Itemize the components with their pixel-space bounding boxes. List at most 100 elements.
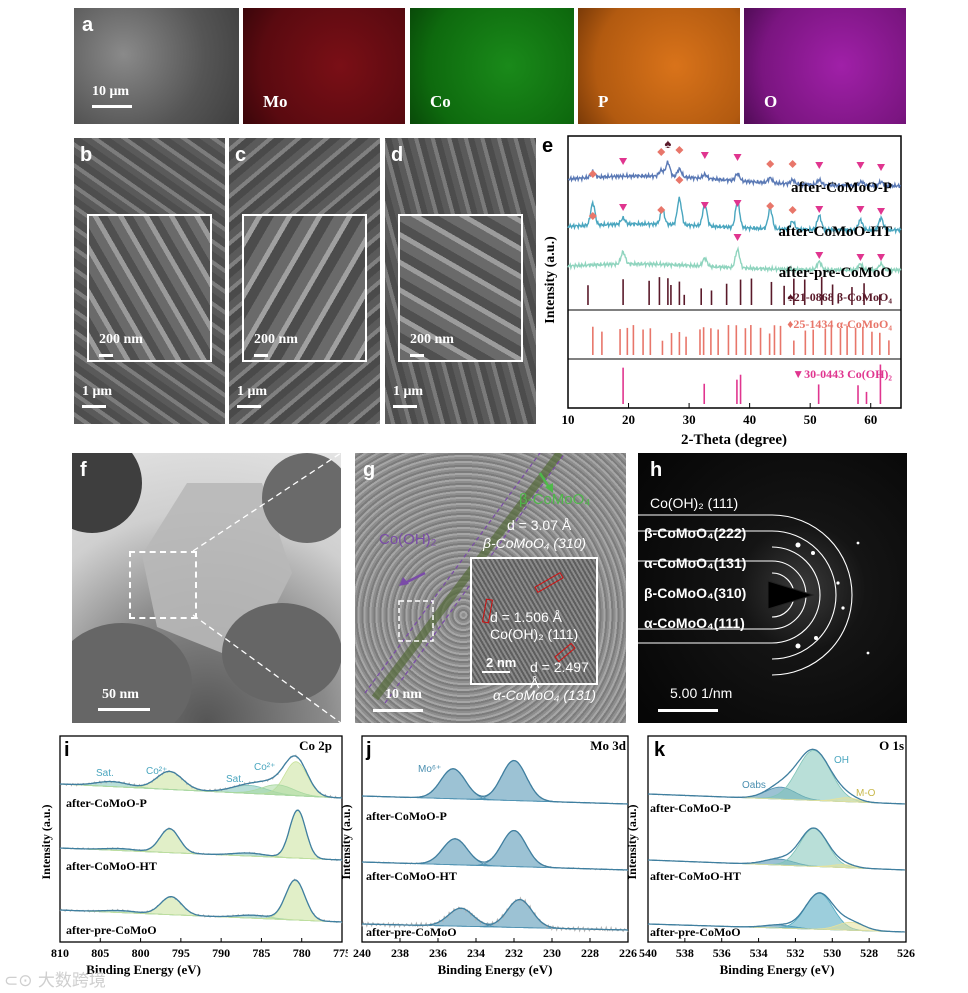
panel-label-d: d xyxy=(391,144,404,166)
x-tick-label: 540 xyxy=(639,946,657,960)
chart-title: Co 2p xyxy=(299,738,332,753)
sem-inset: 200 nm xyxy=(242,214,367,362)
edx-element-label: O xyxy=(764,92,778,111)
scale-bar xyxy=(92,105,132,108)
panel-label-e: e xyxy=(542,135,553,157)
d-spacing-310: d = 3.07 Å xyxy=(507,517,572,533)
series-label: after-CoMoO-P xyxy=(66,796,147,810)
series-label: after-CoMoO-HT xyxy=(366,869,457,883)
x-tick-label: 795 xyxy=(172,946,190,960)
peak-label: Co²⁺ xyxy=(146,766,167,777)
aggregate xyxy=(262,453,341,543)
x-tick-label: 534 xyxy=(750,946,768,960)
alpha-comoo4-marker xyxy=(588,212,597,220)
scale-bar xyxy=(373,709,423,712)
saed-pattern-h: h Co(OH)₂ (111) β-CoMoO₄(222) α-CoMoO₄(1… xyxy=(638,453,907,723)
alpha-comoo4-marker xyxy=(657,206,666,214)
co-oh2-marker xyxy=(856,206,865,213)
scale-label: 50 nm xyxy=(102,687,139,702)
scale-label: 10 μm xyxy=(92,84,130,99)
envelope-curve xyxy=(648,827,905,871)
x-tick-label: 530 xyxy=(823,946,841,960)
saed-rings xyxy=(638,514,870,676)
ring-label: β-CoMoO₄(310) xyxy=(644,585,747,601)
ring-label: α-CoMoO₄(111) xyxy=(644,615,745,631)
peak-label: Mo⁶⁺ xyxy=(418,764,441,775)
x-tick-label: 228 xyxy=(581,946,599,960)
d-spacing-131: d = 2.497 Å xyxy=(530,659,589,691)
panel-label-b: b xyxy=(80,144,93,166)
scale-bar xyxy=(658,709,718,712)
y-axis-label: Intensity (a.u.) xyxy=(39,804,53,879)
co-oh2-marker xyxy=(815,162,824,169)
aggregate xyxy=(222,603,341,703)
x-tick-label: 528 xyxy=(860,946,878,960)
co-oh2-marker xyxy=(815,206,824,213)
chart-title: O 1s xyxy=(879,738,904,753)
envelope-curve xyxy=(59,879,343,923)
envelope-curve xyxy=(60,755,343,799)
xrd-chart: e Intensity (a.u.) 2-Theta (degree) 10 20… xyxy=(542,135,902,448)
co-oh2-marker xyxy=(700,202,709,209)
plane-label-131: α-CoMoO₄ (131) xyxy=(493,687,597,703)
co-oh2-marker xyxy=(733,200,742,207)
ring-label: α-CoMoO₄(131) xyxy=(644,555,747,571)
inset-scale-bar xyxy=(410,354,424,357)
x-tick-label: 775 xyxy=(333,946,348,960)
scale-bar xyxy=(82,405,106,408)
plane-label-111: Co(OH)₂ (111) xyxy=(490,626,579,642)
peak-label: Sat. xyxy=(96,768,114,779)
xps-o1s-chart: k O 1s Intensity (a.u.) Binding Energy (… xyxy=(625,735,915,977)
peak-label: Co²⁺ xyxy=(254,762,275,773)
watermark: ⊂⊙ 大数跨境 xyxy=(4,966,106,991)
alpha-comoo4-marker xyxy=(657,148,666,156)
series-label: after-CoMoO-P xyxy=(650,801,731,815)
scale-bar xyxy=(237,405,261,408)
x-tick-label: 234 xyxy=(467,946,485,960)
envelope-curve xyxy=(362,759,628,805)
phase-label-cooh: Co(OH)₂ xyxy=(379,531,437,548)
x-tick-label: 240 xyxy=(353,946,371,960)
edx-map-co: Co xyxy=(410,8,574,124)
sem-image-c: c 200 nm 1 μm xyxy=(229,138,380,424)
sem-inset: 200 nm xyxy=(398,214,523,362)
plot-frame xyxy=(59,735,343,943)
x-axis-label: 2-Theta (degree) xyxy=(681,432,787,448)
watermark-logo-icon: ⊂⊙ xyxy=(4,971,33,991)
plot-frame xyxy=(647,735,907,943)
x-tick-label: 232 xyxy=(505,946,523,960)
sem-inset: 200 nm xyxy=(87,214,212,362)
envelope-curve xyxy=(648,748,905,805)
inset-scale-bar xyxy=(482,671,510,673)
series-label: after-pre-CoMoO xyxy=(650,925,741,939)
fitted-peak xyxy=(362,760,628,805)
x-tick-label: 526 xyxy=(897,946,915,960)
inset-scale-label: 200 nm xyxy=(254,332,298,347)
series-label: after-pre-CoMoO xyxy=(366,925,457,939)
sem-image-d: d 200 nm 1 μm xyxy=(385,138,536,424)
sem-image-b: b 200 nm 1 μm xyxy=(74,138,225,424)
envelope-curve xyxy=(648,892,905,933)
alpha-comoo4-marker xyxy=(788,206,797,214)
x-tick-label: 40 xyxy=(743,412,756,427)
inset-scale-label: 200 nm xyxy=(99,332,143,347)
scale-label: 5.00 1/nm xyxy=(670,685,733,701)
x-tick-label: 800 xyxy=(132,946,150,960)
co-oh2-marker xyxy=(619,158,628,165)
series-label: after-CoMoO-P xyxy=(791,180,892,196)
x-tick-label: 60 xyxy=(864,412,877,427)
series-label: after-CoMoO-HT xyxy=(66,859,157,873)
alpha-comoo4-marker xyxy=(675,146,684,154)
alpha-comoo4-marker xyxy=(766,160,775,168)
alpha-comoo4-marker xyxy=(675,176,684,184)
series-label: after-CoMoO-HT xyxy=(650,869,741,883)
reference-label: ▼30-0443 Co(OH)₂ xyxy=(792,367,892,381)
x-tick-label: 226 xyxy=(619,946,637,960)
xrd-curve xyxy=(567,196,902,235)
ring-label: β-CoMoO₄(222) xyxy=(644,525,747,541)
x-axis-label: Binding Energy (eV) xyxy=(438,962,553,977)
series-label: after-pre-CoMoO xyxy=(66,923,157,937)
x-tick-label: 238 xyxy=(391,946,409,960)
xps-co2p-chart: i Co 2p Intensity (a.u.) Binding Energy … xyxy=(39,735,348,977)
reference-label: ♦25-1434 α-CoMoO₄ xyxy=(787,317,892,331)
